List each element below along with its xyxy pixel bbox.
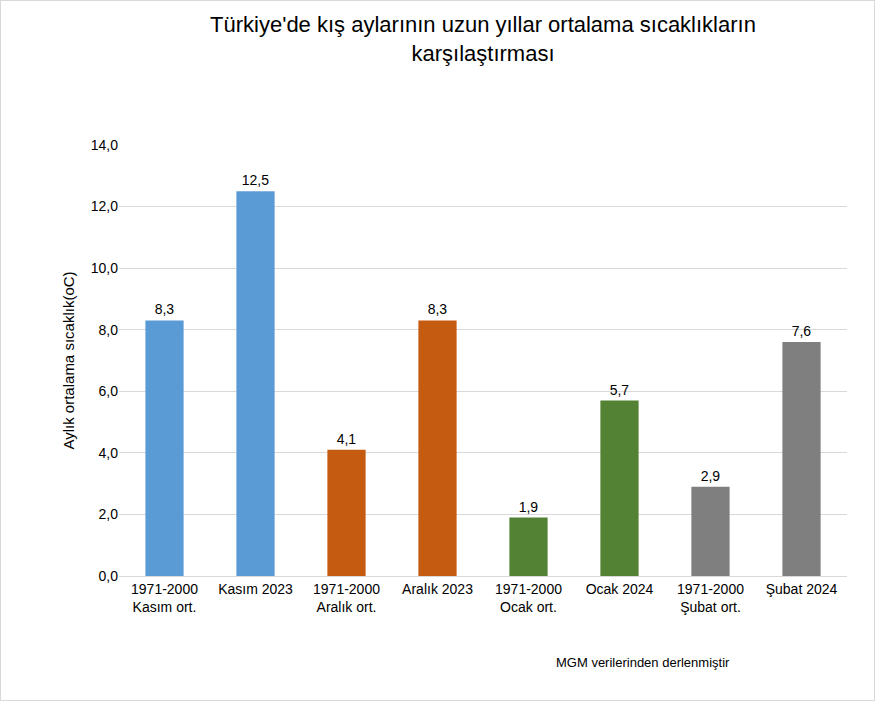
svg-text:Türkiye'de kış aylarının uzun: Türkiye'de kış aylarının uzun yıllar ort… bbox=[210, 12, 756, 66]
svg-text:10,0: 10,0 bbox=[91, 260, 118, 276]
svg-text:8,3: 8,3 bbox=[428, 301, 448, 317]
svg-text:1,9: 1,9 bbox=[519, 499, 539, 515]
svg-text:7,6: 7,6 bbox=[792, 323, 812, 339]
svg-text:4,0: 4,0 bbox=[99, 445, 119, 461]
svg-text:Aylık ortalama sıcaklık(oC): Aylık ortalama sıcaklık(oC) bbox=[60, 271, 77, 449]
svg-text:1971-2000Ocak ort.: 1971-2000Ocak ort. bbox=[495, 581, 562, 615]
svg-text:8,0: 8,0 bbox=[99, 322, 119, 338]
svg-text:Kasım 2023: Kasım 2023 bbox=[218, 581, 293, 597]
svg-text:1971-2000Aralık ort.: 1971-2000Aralık ort. bbox=[313, 581, 380, 615]
svg-text:12,0: 12,0 bbox=[91, 198, 118, 214]
svg-text:1971-2000Şubat ort.: 1971-2000Şubat ort. bbox=[677, 581, 744, 615]
svg-text:14,0: 14,0 bbox=[91, 137, 118, 153]
svg-text:6,0: 6,0 bbox=[99, 383, 119, 399]
svg-text:5,7: 5,7 bbox=[610, 382, 630, 398]
svg-text:0,0: 0,0 bbox=[99, 568, 119, 584]
svg-text:MGM verilerinden derlenmiştir: MGM verilerinden derlenmiştir bbox=[556, 655, 730, 670]
svg-text:1971-2000Kasım ort.: 1971-2000Kasım ort. bbox=[131, 581, 198, 615]
svg-text:2,0: 2,0 bbox=[99, 506, 119, 522]
svg-text:2,9: 2,9 bbox=[701, 468, 721, 484]
svg-text:Şubat 2024: Şubat 2024 bbox=[766, 581, 838, 597]
svg-text:Ocak 2024: Ocak 2024 bbox=[586, 581, 654, 597]
svg-text:12,5: 12,5 bbox=[242, 172, 269, 188]
svg-text:4,1: 4,1 bbox=[337, 431, 357, 447]
svg-text:Aralık 2023: Aralık 2023 bbox=[402, 581, 473, 597]
svg-text:8,3: 8,3 bbox=[155, 301, 175, 317]
